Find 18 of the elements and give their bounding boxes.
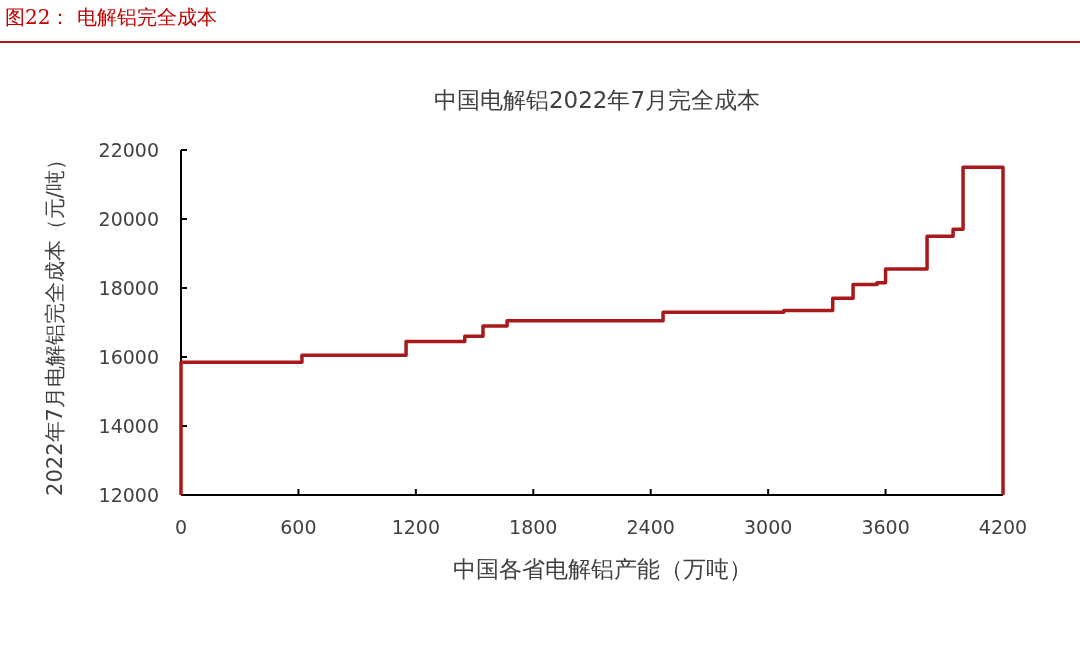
x-tick-label: 2400	[626, 516, 675, 538]
x-tick-label: 3000	[743, 516, 793, 538]
x-tick-label: 600	[280, 516, 317, 538]
y-tick-label: 22000	[98, 139, 159, 161]
x-tick-label: 4200	[978, 516, 1028, 538]
y-tick-label: 18000	[98, 277, 159, 299]
x-tick-label: 1800	[509, 516, 558, 538]
x-tick-label: 0	[174, 516, 188, 538]
y-axis-title: 2022年7月电解铝完全成本（元/吨）	[43, 149, 67, 496]
y-tick-label: 12000	[98, 484, 159, 506]
chart-title: 中国电解铝2022年7月完全成本	[433, 87, 761, 113]
x-tick-label: 3600	[861, 516, 910, 538]
x-tick-label: 1200	[391, 516, 441, 538]
y-tick-label: 16000	[98, 346, 159, 368]
caption: 图22： 电解铝完全成本	[5, 5, 217, 29]
x-axis-title: 中国各省电解铝产能（万吨）	[452, 556, 752, 582]
y-tick-label: 20000	[98, 208, 159, 230]
y-tick-label: 14000	[98, 415, 159, 437]
